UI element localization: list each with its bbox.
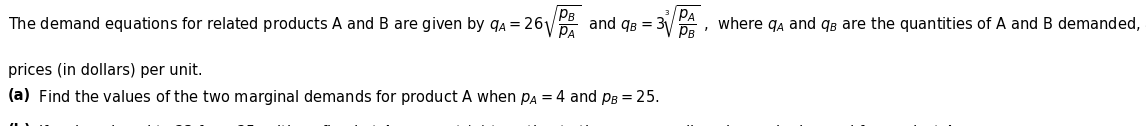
Text: prices (in dollars) per unit.: prices (in dollars) per unit. (8, 63, 203, 78)
Text: The demand equations for related products A and B are given by $q_A = 26\sqrt{\d: The demand equations for related product… (8, 4, 1146, 41)
Text: (b): (b) (8, 123, 32, 126)
Text: Find the values of the two marginal demands for product A when $p_A = 4$ and $p_: Find the values of the two marginal dema… (34, 88, 660, 107)
Text: (a): (a) (8, 88, 31, 103)
Text: If $p_B$ is reduced to 23 from 25, with $p_A$ fixed at 4, use part (a) to estima: If $p_B$ is reduced to 23 from 25, with … (34, 123, 960, 126)
